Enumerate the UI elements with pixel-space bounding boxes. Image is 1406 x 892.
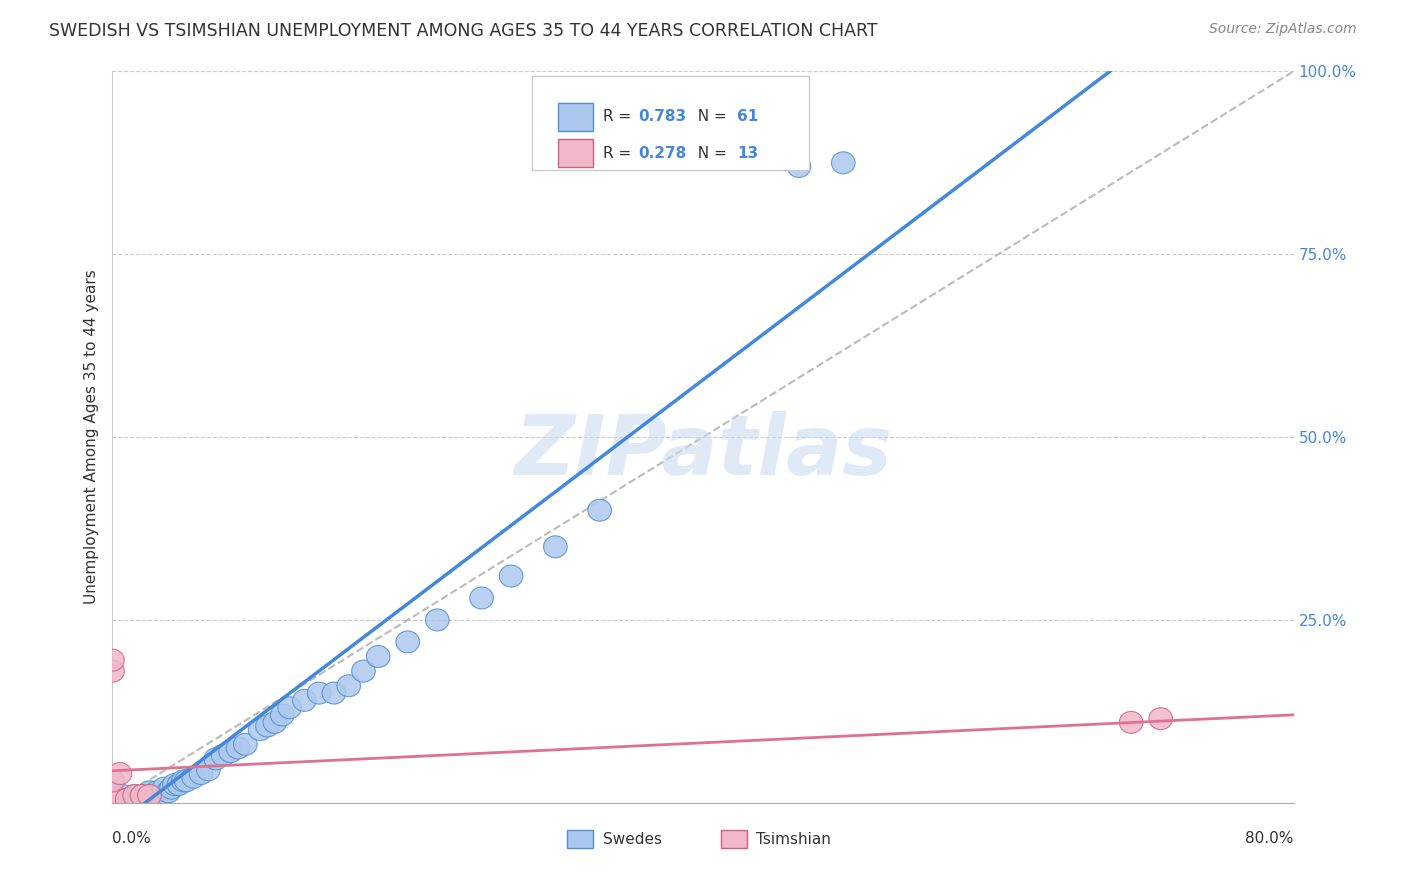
- Ellipse shape: [831, 152, 855, 174]
- Ellipse shape: [211, 744, 235, 766]
- Ellipse shape: [101, 792, 124, 814]
- Ellipse shape: [263, 712, 287, 733]
- Ellipse shape: [138, 785, 162, 806]
- Ellipse shape: [101, 649, 124, 671]
- Ellipse shape: [190, 763, 212, 785]
- Ellipse shape: [122, 785, 146, 806]
- Text: 0.783: 0.783: [638, 110, 686, 125]
- Text: N =: N =: [688, 110, 731, 125]
- Ellipse shape: [337, 675, 360, 697]
- Ellipse shape: [122, 785, 146, 806]
- Ellipse shape: [249, 719, 271, 740]
- Ellipse shape: [101, 792, 124, 814]
- Ellipse shape: [292, 690, 316, 712]
- Ellipse shape: [157, 780, 180, 803]
- Text: 0.0%: 0.0%: [112, 830, 152, 846]
- Ellipse shape: [101, 792, 124, 814]
- Ellipse shape: [138, 780, 162, 803]
- Ellipse shape: [118, 792, 142, 814]
- Ellipse shape: [111, 785, 135, 806]
- Ellipse shape: [145, 789, 169, 810]
- Text: R =: R =: [603, 110, 636, 125]
- Ellipse shape: [1149, 707, 1173, 730]
- FancyBboxPatch shape: [558, 139, 593, 167]
- FancyBboxPatch shape: [531, 77, 810, 170]
- Text: N =: N =: [688, 145, 731, 161]
- Ellipse shape: [101, 792, 124, 814]
- Ellipse shape: [108, 792, 132, 814]
- Ellipse shape: [115, 792, 139, 814]
- Ellipse shape: [101, 792, 124, 814]
- Text: 0.278: 0.278: [638, 145, 686, 161]
- Text: SWEDISH VS TSIMSHIAN UNEMPLOYMENT AMONG AGES 35 TO 44 YEARS CORRELATION CHART: SWEDISH VS TSIMSHIAN UNEMPLOYMENT AMONG …: [49, 22, 877, 40]
- Ellipse shape: [233, 733, 257, 756]
- Ellipse shape: [204, 747, 228, 770]
- Ellipse shape: [101, 780, 124, 803]
- Ellipse shape: [101, 792, 124, 814]
- Ellipse shape: [322, 682, 346, 704]
- Ellipse shape: [115, 789, 139, 810]
- Text: Tsimshian: Tsimshian: [756, 831, 831, 847]
- Ellipse shape: [101, 789, 124, 810]
- Ellipse shape: [174, 770, 198, 792]
- Text: Source: ZipAtlas.com: Source: ZipAtlas.com: [1209, 22, 1357, 37]
- Ellipse shape: [108, 763, 132, 785]
- Ellipse shape: [396, 631, 419, 653]
- Ellipse shape: [470, 587, 494, 609]
- Ellipse shape: [101, 792, 124, 814]
- Ellipse shape: [308, 682, 330, 704]
- Ellipse shape: [145, 780, 169, 803]
- Ellipse shape: [352, 660, 375, 682]
- Ellipse shape: [101, 770, 124, 792]
- Text: 13: 13: [737, 145, 758, 161]
- Ellipse shape: [172, 770, 195, 792]
- Ellipse shape: [588, 500, 612, 521]
- Text: R =: R =: [603, 145, 636, 161]
- Ellipse shape: [131, 786, 153, 808]
- Text: ZIPatlas: ZIPatlas: [515, 411, 891, 492]
- Ellipse shape: [167, 773, 191, 796]
- Ellipse shape: [101, 789, 124, 810]
- FancyBboxPatch shape: [721, 830, 747, 848]
- Ellipse shape: [226, 737, 250, 759]
- Ellipse shape: [219, 740, 242, 763]
- Ellipse shape: [101, 792, 124, 814]
- Ellipse shape: [1119, 712, 1143, 733]
- Ellipse shape: [367, 646, 389, 667]
- Text: 61: 61: [737, 110, 758, 125]
- Ellipse shape: [149, 785, 173, 806]
- Text: 80.0%: 80.0%: [1246, 830, 1294, 846]
- Ellipse shape: [499, 566, 523, 587]
- Ellipse shape: [101, 660, 124, 682]
- Ellipse shape: [160, 777, 183, 799]
- Ellipse shape: [197, 759, 221, 780]
- Ellipse shape: [138, 785, 162, 806]
- Ellipse shape: [101, 792, 124, 814]
- Ellipse shape: [152, 777, 176, 799]
- Ellipse shape: [108, 789, 132, 810]
- Ellipse shape: [134, 789, 157, 810]
- Ellipse shape: [544, 536, 567, 558]
- FancyBboxPatch shape: [567, 830, 593, 848]
- Text: Swedes: Swedes: [603, 831, 662, 847]
- Ellipse shape: [122, 789, 146, 810]
- Ellipse shape: [278, 697, 301, 719]
- Ellipse shape: [115, 789, 139, 810]
- Ellipse shape: [163, 773, 186, 796]
- Ellipse shape: [131, 785, 153, 806]
- Ellipse shape: [270, 704, 294, 726]
- Ellipse shape: [787, 155, 811, 178]
- Ellipse shape: [181, 766, 205, 789]
- Ellipse shape: [426, 609, 449, 631]
- FancyBboxPatch shape: [558, 103, 593, 131]
- Y-axis label: Unemployment Among Ages 35 to 44 years: Unemployment Among Ages 35 to 44 years: [83, 269, 98, 605]
- Ellipse shape: [256, 715, 280, 737]
- Ellipse shape: [128, 789, 150, 810]
- Ellipse shape: [131, 792, 153, 814]
- Ellipse shape: [101, 785, 124, 806]
